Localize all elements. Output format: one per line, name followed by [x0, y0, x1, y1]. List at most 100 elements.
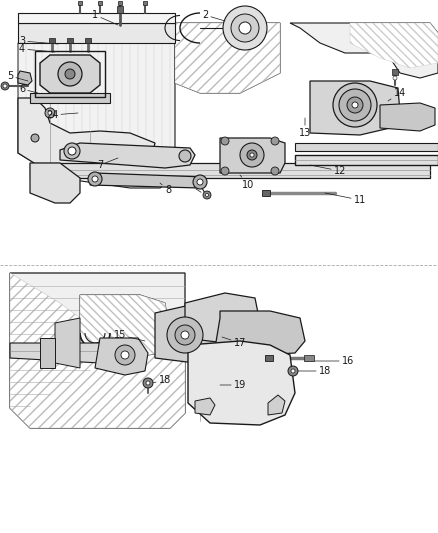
- Bar: [304, 355, 314, 361]
- Bar: [78, 1, 82, 5]
- Circle shape: [31, 134, 39, 142]
- Bar: [392, 69, 398, 75]
- Polygon shape: [175, 23, 280, 93]
- Circle shape: [167, 317, 203, 353]
- Polygon shape: [175, 23, 280, 93]
- Text: 8: 8: [160, 183, 171, 195]
- Circle shape: [193, 175, 207, 189]
- Polygon shape: [18, 98, 155, 178]
- Circle shape: [1, 82, 9, 90]
- Bar: [49, 38, 55, 43]
- Polygon shape: [295, 155, 438, 165]
- Circle shape: [45, 108, 55, 118]
- Text: 24: 24: [46, 110, 78, 120]
- Circle shape: [352, 102, 358, 108]
- Text: 5: 5: [7, 71, 28, 81]
- Circle shape: [3, 84, 7, 88]
- Circle shape: [221, 167, 229, 175]
- Polygon shape: [185, 293, 260, 343]
- Polygon shape: [95, 338, 148, 375]
- Text: 7: 7: [97, 158, 118, 170]
- Circle shape: [339, 89, 371, 121]
- Circle shape: [347, 97, 363, 113]
- Polygon shape: [40, 338, 55, 368]
- Circle shape: [65, 69, 75, 79]
- Polygon shape: [18, 71, 32, 85]
- Polygon shape: [80, 295, 170, 358]
- Polygon shape: [10, 273, 185, 428]
- Circle shape: [143, 378, 153, 388]
- Circle shape: [271, 167, 279, 175]
- Polygon shape: [195, 398, 215, 415]
- Circle shape: [223, 6, 267, 50]
- Polygon shape: [30, 163, 430, 178]
- Bar: [143, 1, 147, 5]
- Text: 15: 15: [114, 330, 145, 341]
- Polygon shape: [18, 13, 175, 23]
- Text: 16: 16: [305, 356, 354, 366]
- Circle shape: [92, 176, 98, 182]
- Text: 13: 13: [299, 118, 311, 138]
- Circle shape: [205, 193, 208, 197]
- Polygon shape: [220, 138, 285, 173]
- Circle shape: [175, 325, 195, 345]
- Bar: [0, 268, 438, 533]
- Bar: [265, 355, 273, 361]
- Circle shape: [221, 137, 229, 145]
- Text: 9: 9: [196, 189, 210, 201]
- Text: 2: 2: [202, 10, 225, 21]
- Text: 18: 18: [152, 375, 171, 385]
- Polygon shape: [295, 143, 438, 151]
- Polygon shape: [310, 81, 400, 135]
- Circle shape: [179, 150, 191, 162]
- Text: 10: 10: [240, 175, 254, 190]
- Circle shape: [240, 143, 264, 167]
- Circle shape: [58, 62, 82, 86]
- Circle shape: [197, 179, 203, 185]
- Circle shape: [250, 153, 254, 157]
- Text: 4: 4: [19, 44, 55, 54]
- Circle shape: [288, 366, 298, 376]
- Text: 12: 12: [310, 165, 346, 176]
- Polygon shape: [188, 341, 295, 425]
- Polygon shape: [188, 341, 295, 425]
- Bar: [85, 38, 91, 43]
- Circle shape: [203, 191, 211, 199]
- Polygon shape: [155, 305, 218, 363]
- Text: 11: 11: [325, 193, 366, 205]
- Polygon shape: [290, 23, 438, 78]
- Circle shape: [231, 14, 259, 42]
- Polygon shape: [55, 318, 80, 368]
- Circle shape: [393, 76, 397, 80]
- Polygon shape: [10, 343, 100, 363]
- Circle shape: [291, 369, 295, 373]
- Polygon shape: [18, 43, 175, 188]
- Bar: [262, 190, 270, 196]
- Text: 3: 3: [19, 36, 58, 46]
- Circle shape: [64, 143, 80, 159]
- Polygon shape: [18, 23, 175, 43]
- Polygon shape: [40, 55, 100, 93]
- Text: 18: 18: [297, 366, 331, 376]
- Polygon shape: [80, 295, 170, 358]
- Polygon shape: [30, 163, 80, 203]
- Circle shape: [88, 172, 102, 186]
- Bar: [98, 1, 102, 5]
- Circle shape: [146, 381, 150, 385]
- Circle shape: [333, 83, 377, 127]
- Circle shape: [247, 150, 257, 160]
- Bar: [67, 38, 73, 43]
- Text: 14: 14: [388, 88, 406, 101]
- Circle shape: [181, 331, 189, 339]
- Bar: [117, 6, 123, 13]
- Circle shape: [271, 137, 279, 145]
- Polygon shape: [380, 103, 435, 131]
- Circle shape: [48, 111, 52, 115]
- Polygon shape: [90, 173, 205, 188]
- Circle shape: [115, 345, 135, 365]
- Circle shape: [121, 351, 129, 359]
- Polygon shape: [30, 93, 110, 103]
- Polygon shape: [10, 273, 185, 428]
- Bar: [0, 0, 438, 243]
- Circle shape: [239, 22, 251, 34]
